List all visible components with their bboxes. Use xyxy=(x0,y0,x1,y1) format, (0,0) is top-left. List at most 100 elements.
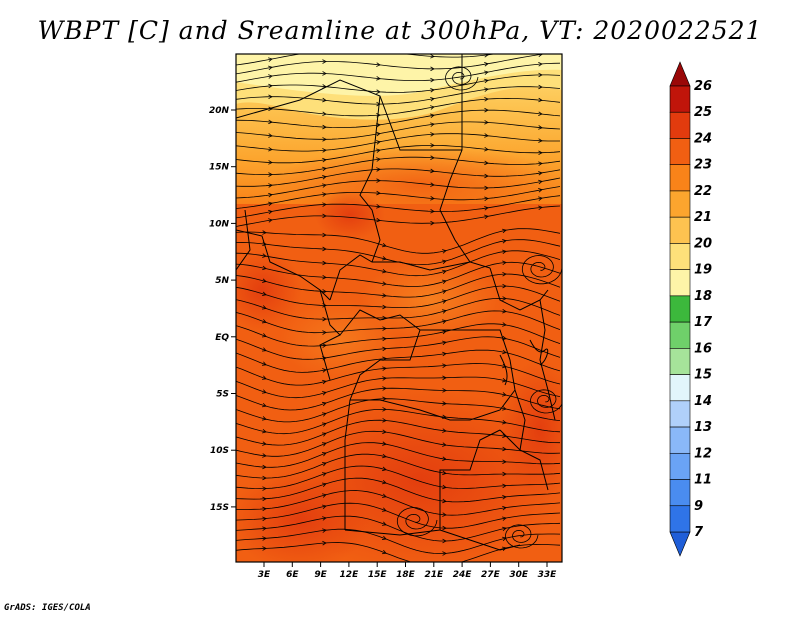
streamline-arrow xyxy=(430,132,435,137)
streamline-arrow xyxy=(262,516,267,522)
streamline-arrow xyxy=(502,363,507,369)
streamline-arrow xyxy=(430,209,435,214)
streamline-arrow xyxy=(262,546,267,551)
lat-label: 5N xyxy=(215,276,229,286)
streamline-arrow xyxy=(538,138,543,143)
streamline xyxy=(236,177,561,199)
lon-label: 15E xyxy=(368,570,388,580)
streamline-arrow xyxy=(484,62,489,67)
vortex-streamline xyxy=(521,255,562,285)
streamline-arrow xyxy=(268,94,273,100)
streamline xyxy=(236,186,561,209)
streamline-arrow xyxy=(442,375,447,381)
streamline-arrow xyxy=(322,183,327,188)
lat-label: 5S xyxy=(216,390,229,400)
streamline-arrow xyxy=(538,196,543,201)
streamline-arrow xyxy=(268,192,273,198)
streamline-arrow xyxy=(442,525,447,531)
streamline-arrow xyxy=(538,84,543,90)
streamline-arrow xyxy=(502,516,507,521)
streamline-arrow xyxy=(484,133,489,138)
colorbar-swatch xyxy=(669,190,691,218)
streamline-arrow xyxy=(484,97,489,102)
streamline-arrow xyxy=(442,329,447,335)
colorbar-swatch xyxy=(669,216,691,244)
streamline-arrow xyxy=(261,389,267,394)
streamline-arrow xyxy=(442,442,447,447)
streamline-arrow xyxy=(262,416,267,421)
streamline-arrow xyxy=(442,319,447,324)
streamline-arrow xyxy=(322,49,326,53)
colorbar-swatch xyxy=(669,111,691,139)
streamline-arrow xyxy=(502,406,507,411)
streamline-arrow xyxy=(502,260,507,266)
streamline-arrow xyxy=(430,66,435,72)
streamline-arrow xyxy=(382,256,387,261)
streamline-arrow xyxy=(322,111,327,117)
streamline-arrow xyxy=(382,336,387,342)
streamline-arrow xyxy=(322,174,327,180)
streamline-arrow xyxy=(484,206,489,211)
streamline xyxy=(236,97,561,117)
colorbar-swatch xyxy=(669,400,691,428)
streamline-arrow xyxy=(322,202,327,207)
streamline-arrow xyxy=(538,205,543,210)
streamline-arrow xyxy=(382,304,387,310)
streamline-arrow xyxy=(262,453,267,458)
lon-label: 33E xyxy=(538,570,558,580)
vortex-streamline xyxy=(396,507,438,537)
streamline-arrow xyxy=(382,346,387,352)
streamline-arrow xyxy=(322,516,327,521)
streamline-arrow xyxy=(430,87,435,93)
lon-label: 12E xyxy=(340,570,360,580)
streamline-arrow xyxy=(538,111,543,116)
streamline-arrow xyxy=(322,260,327,266)
streamline-arrow xyxy=(261,361,267,366)
streamline-arrow xyxy=(538,161,543,166)
colorbar-swatch xyxy=(669,269,691,297)
streamline-arrow xyxy=(262,253,267,258)
streamline-arrow xyxy=(442,564,446,568)
streamline-arrow xyxy=(538,125,543,130)
streamline-arrow xyxy=(268,172,273,177)
streamline-arrow xyxy=(262,428,267,434)
colorbar-swatch xyxy=(669,243,691,270)
streamline xyxy=(236,54,547,75)
streamline-arrow xyxy=(376,122,381,128)
streamline-arrow xyxy=(376,204,381,209)
streamline-arrow xyxy=(442,428,447,433)
colorbar-label: 16 xyxy=(694,341,712,356)
streamline-arrow xyxy=(376,131,381,137)
streamline-arrow xyxy=(322,166,327,172)
streamline-arrow xyxy=(484,54,489,58)
colorbar-label: 7 xyxy=(694,525,704,540)
lat-label: 15N xyxy=(209,163,230,173)
streamline-arrow xyxy=(262,496,267,502)
streamline-arrow xyxy=(262,526,267,531)
streamline-arrow xyxy=(502,249,507,255)
streamline-arrow xyxy=(442,388,447,393)
streamline-arrow xyxy=(442,279,447,285)
streamline-arrow xyxy=(268,133,273,138)
colorbar: 26 25 24 23 22 21 20 19 18 17 16 15 14 13 12 11 9 7 xyxy=(669,61,713,557)
colorbar-swatch xyxy=(669,348,691,375)
vortex-streamline xyxy=(530,389,562,414)
streamline-arrow xyxy=(484,87,489,92)
streamline-arrow xyxy=(322,71,327,76)
streamline-arrow xyxy=(376,167,381,172)
streamline-arrow xyxy=(382,376,387,381)
streamline-arrow xyxy=(442,351,447,357)
streamline-arrow xyxy=(430,96,435,102)
streamline-arrow xyxy=(321,432,327,437)
streamline-arrow xyxy=(376,62,381,67)
lon-label: 3E xyxy=(258,570,271,580)
streamline-arrow xyxy=(382,242,387,248)
streamline-arrow xyxy=(502,526,507,532)
streamline-arrow xyxy=(268,74,273,79)
streamline-arrow xyxy=(322,379,327,385)
streamline-arrow xyxy=(442,470,447,476)
colorbar-label: 19 xyxy=(694,263,712,278)
streamline-arrow xyxy=(502,296,507,301)
streamline-arrow xyxy=(502,322,507,327)
streamline-arrow xyxy=(382,418,387,423)
